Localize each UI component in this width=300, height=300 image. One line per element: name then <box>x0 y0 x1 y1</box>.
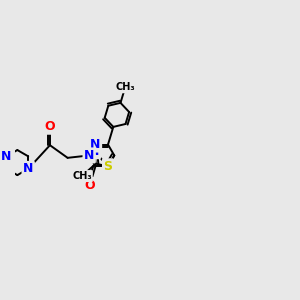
Text: N: N <box>89 145 100 158</box>
Text: CH₃: CH₃ <box>72 171 92 181</box>
Text: N: N <box>84 149 94 162</box>
Text: N: N <box>90 138 101 151</box>
Text: S: S <box>103 160 112 173</box>
Text: O: O <box>45 120 55 133</box>
Text: CH₃: CH₃ <box>116 82 135 92</box>
Text: N: N <box>23 162 33 176</box>
Text: O: O <box>85 178 95 191</box>
Text: N: N <box>1 150 12 163</box>
